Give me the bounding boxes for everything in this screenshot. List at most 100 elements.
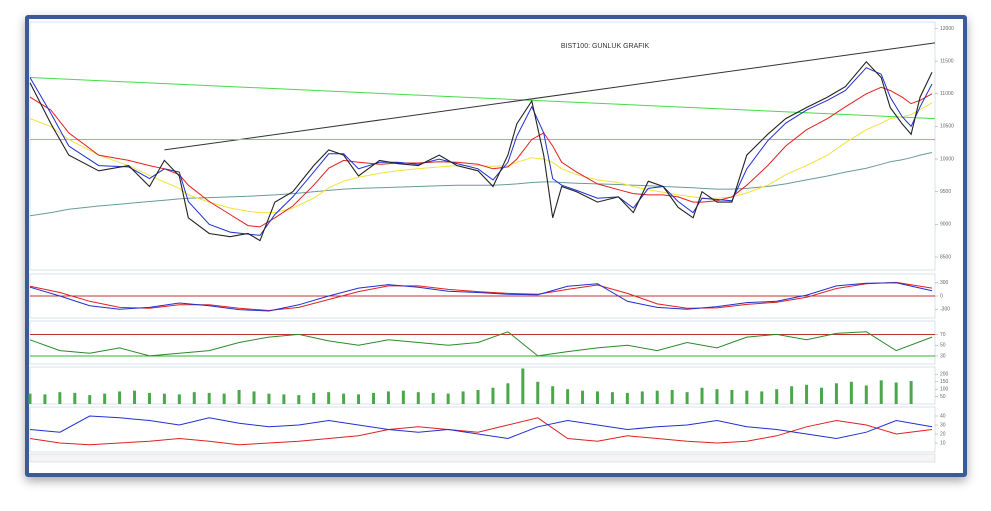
series-line bbox=[29, 102, 933, 214]
bar bbox=[207, 392, 211, 404]
bar bbox=[28, 393, 32, 404]
y-tick-label: 30 bbox=[940, 353, 946, 359]
y-tick-label: 40 bbox=[940, 413, 946, 419]
bar bbox=[177, 394, 181, 404]
bar bbox=[760, 391, 764, 404]
y-tick-label: 70 bbox=[940, 332, 946, 338]
bar bbox=[730, 389, 734, 404]
y-tick-label: 10 bbox=[940, 440, 946, 446]
panel-border bbox=[29, 366, 936, 405]
y-tick-label: 11000 bbox=[940, 91, 954, 97]
bar bbox=[805, 384, 809, 404]
bar bbox=[73, 392, 77, 404]
bar bbox=[625, 392, 629, 404]
bar bbox=[222, 393, 226, 404]
bar bbox=[327, 392, 331, 404]
bar bbox=[700, 387, 704, 404]
y-tick-label: 300 bbox=[940, 280, 949, 286]
bar bbox=[192, 392, 196, 404]
bar bbox=[58, 392, 62, 404]
bar bbox=[715, 389, 719, 404]
series-line bbox=[29, 281, 933, 312]
y-tick-label: 20 bbox=[940, 431, 946, 437]
bar bbox=[267, 393, 271, 404]
bar bbox=[551, 386, 555, 404]
bar bbox=[685, 392, 689, 404]
bar bbox=[342, 393, 346, 404]
bar bbox=[536, 381, 540, 404]
bar bbox=[118, 391, 122, 404]
y-tick-label: 200 bbox=[940, 372, 949, 378]
bar bbox=[252, 391, 256, 404]
y-tick-label: 30 bbox=[940, 422, 946, 428]
bar bbox=[446, 393, 450, 404]
bar bbox=[595, 391, 599, 404]
y-tick-label: 9000 bbox=[940, 222, 951, 228]
bar bbox=[491, 387, 495, 404]
chart-title: BIST100: GUNLUK GRAFIK bbox=[561, 43, 650, 50]
series-line bbox=[29, 417, 933, 446]
series-line bbox=[29, 67, 933, 236]
series-line bbox=[29, 60, 933, 242]
bar bbox=[312, 392, 316, 404]
bar bbox=[581, 390, 585, 404]
bar bbox=[43, 394, 47, 404]
series-line bbox=[29, 415, 933, 440]
y-tick-label: 100 bbox=[940, 387, 949, 393]
bar bbox=[655, 390, 659, 404]
date-strip bbox=[29, 453, 936, 463]
bar bbox=[282, 394, 286, 404]
y-tick-label: 12000 bbox=[940, 26, 954, 32]
panel-border bbox=[29, 320, 936, 365]
panel-border bbox=[29, 21, 936, 271]
bar bbox=[640, 391, 644, 404]
bar bbox=[297, 395, 301, 404]
y-tick-label: 10000 bbox=[940, 156, 954, 162]
bar bbox=[820, 387, 824, 404]
bar bbox=[103, 393, 107, 404]
bar bbox=[834, 383, 838, 404]
bar bbox=[790, 386, 794, 404]
bar bbox=[133, 390, 137, 404]
bar bbox=[521, 368, 525, 404]
series-line bbox=[29, 282, 933, 312]
bar bbox=[566, 389, 570, 404]
trend-line bbox=[29, 77, 936, 120]
y-tick-label: 8500 bbox=[940, 254, 951, 260]
bar bbox=[416, 392, 420, 404]
trend-line bbox=[164, 42, 936, 151]
bar bbox=[909, 381, 913, 404]
y-tick-label: 150 bbox=[940, 379, 949, 385]
series-line bbox=[29, 331, 933, 357]
y-tick-label: -300 bbox=[940, 307, 950, 313]
bar bbox=[745, 390, 749, 404]
bar bbox=[894, 382, 898, 404]
bar bbox=[431, 392, 435, 404]
series-line bbox=[29, 152, 933, 217]
bar bbox=[864, 385, 868, 404]
y-tick-label: 9500 bbox=[940, 189, 951, 195]
bar bbox=[849, 381, 853, 404]
bar bbox=[371, 392, 375, 404]
bar bbox=[476, 389, 480, 404]
bar bbox=[610, 392, 614, 404]
bar bbox=[775, 389, 779, 404]
bar bbox=[357, 394, 361, 404]
bar bbox=[88, 395, 92, 404]
bar bbox=[401, 390, 405, 404]
y-tick-label: 50 bbox=[940, 343, 946, 349]
y-tick-label: 10500 bbox=[940, 124, 954, 130]
series-line bbox=[29, 86, 933, 228]
bar bbox=[879, 380, 883, 404]
bar bbox=[386, 391, 390, 404]
y-tick-label: 11500 bbox=[940, 58, 954, 64]
bar bbox=[506, 383, 510, 404]
bar bbox=[237, 389, 241, 404]
y-tick-label: 50 bbox=[940, 394, 946, 400]
bar bbox=[461, 391, 465, 404]
bar bbox=[147, 392, 151, 404]
bar bbox=[670, 389, 674, 404]
bar bbox=[162, 393, 166, 404]
